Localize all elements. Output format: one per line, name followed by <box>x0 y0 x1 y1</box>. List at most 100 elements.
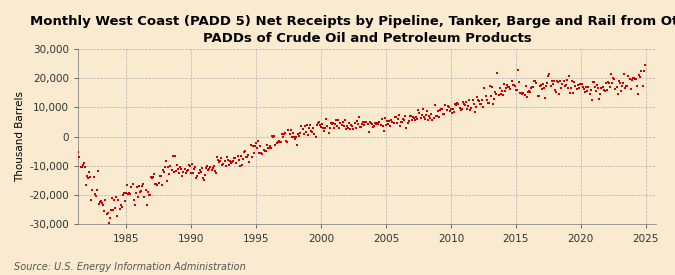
Point <box>78 163 88 167</box>
Point <box>400 114 411 118</box>
Point <box>427 118 438 122</box>
Point <box>580 90 591 94</box>
Point <box>499 82 510 86</box>
Point <box>576 82 587 86</box>
Point <box>258 148 269 152</box>
Text: Source: U.S. Energy Information Administration: Source: U.S. Energy Information Administ… <box>14 262 245 272</box>
Point <box>367 125 378 130</box>
Point <box>217 163 227 167</box>
Point <box>524 89 535 94</box>
Point <box>595 91 605 96</box>
Point <box>572 83 583 87</box>
Y-axis label: Thousand Barrels: Thousand Barrels <box>15 91 25 182</box>
Point <box>203 167 214 172</box>
Point <box>593 86 603 91</box>
Point <box>207 166 218 170</box>
Point <box>587 80 598 84</box>
Point <box>635 75 646 79</box>
Point <box>453 102 464 106</box>
Point <box>196 166 207 170</box>
Point <box>548 79 559 83</box>
Point <box>229 155 240 160</box>
Point <box>236 162 247 167</box>
Point <box>124 191 135 195</box>
Point <box>256 150 267 155</box>
Point <box>558 79 569 83</box>
Point <box>315 123 325 128</box>
Point <box>487 84 497 89</box>
Point <box>78 161 89 166</box>
Point <box>127 182 138 186</box>
Point <box>458 102 469 107</box>
Point <box>460 103 470 108</box>
Point <box>134 184 144 188</box>
Point <box>323 130 334 135</box>
Point <box>541 83 551 88</box>
Point <box>176 167 187 171</box>
Point <box>639 63 650 67</box>
Point <box>618 81 628 85</box>
Point <box>599 89 610 93</box>
Point <box>488 102 499 106</box>
Point <box>227 160 238 164</box>
Point <box>175 165 186 169</box>
Point <box>515 90 526 95</box>
Point <box>414 110 425 115</box>
Point <box>187 161 198 166</box>
Point <box>263 146 273 151</box>
Point <box>361 120 372 124</box>
Point <box>304 123 315 127</box>
Point <box>293 131 304 136</box>
Point <box>338 120 348 125</box>
Point <box>230 155 241 160</box>
Point <box>475 102 485 107</box>
Point <box>165 163 176 168</box>
Point <box>485 83 495 88</box>
Point <box>603 80 614 85</box>
Point <box>460 100 471 104</box>
Point <box>371 122 381 127</box>
Point <box>362 121 373 126</box>
Point <box>494 86 505 90</box>
Point <box>394 113 404 117</box>
Point <box>116 205 127 209</box>
Point <box>567 78 578 83</box>
Point <box>178 169 189 174</box>
Point <box>290 137 300 141</box>
Point <box>529 79 540 84</box>
Point <box>443 105 454 110</box>
Point <box>234 158 244 163</box>
Point <box>246 155 257 159</box>
Point <box>614 79 624 83</box>
Point <box>519 93 530 97</box>
Point <box>360 119 371 124</box>
Point <box>621 84 632 88</box>
Point <box>535 83 545 88</box>
Point <box>507 83 518 87</box>
Point <box>184 164 195 168</box>
Point <box>180 171 191 175</box>
Point <box>408 115 418 120</box>
Point <box>424 114 435 118</box>
Title: Monthly West Coast (PADD 5) Net Receipts by Pipeline, Tanker, Barge and Rail fro: Monthly West Coast (PADD 5) Net Receipts… <box>30 15 675 45</box>
Point <box>623 73 634 78</box>
Point <box>535 83 546 87</box>
Point <box>325 121 336 125</box>
Point <box>540 96 551 100</box>
Point <box>350 126 361 130</box>
Point <box>448 107 458 111</box>
Point <box>282 140 293 144</box>
Point <box>198 176 209 180</box>
Point <box>374 120 385 124</box>
Point <box>431 114 442 118</box>
Point <box>336 123 347 127</box>
Point <box>624 77 635 81</box>
Point <box>418 115 429 119</box>
Point <box>308 125 319 130</box>
Point <box>508 83 519 87</box>
Point <box>467 97 478 102</box>
Point <box>354 125 365 129</box>
Point <box>159 165 170 170</box>
Point <box>138 182 148 186</box>
Point <box>401 126 412 130</box>
